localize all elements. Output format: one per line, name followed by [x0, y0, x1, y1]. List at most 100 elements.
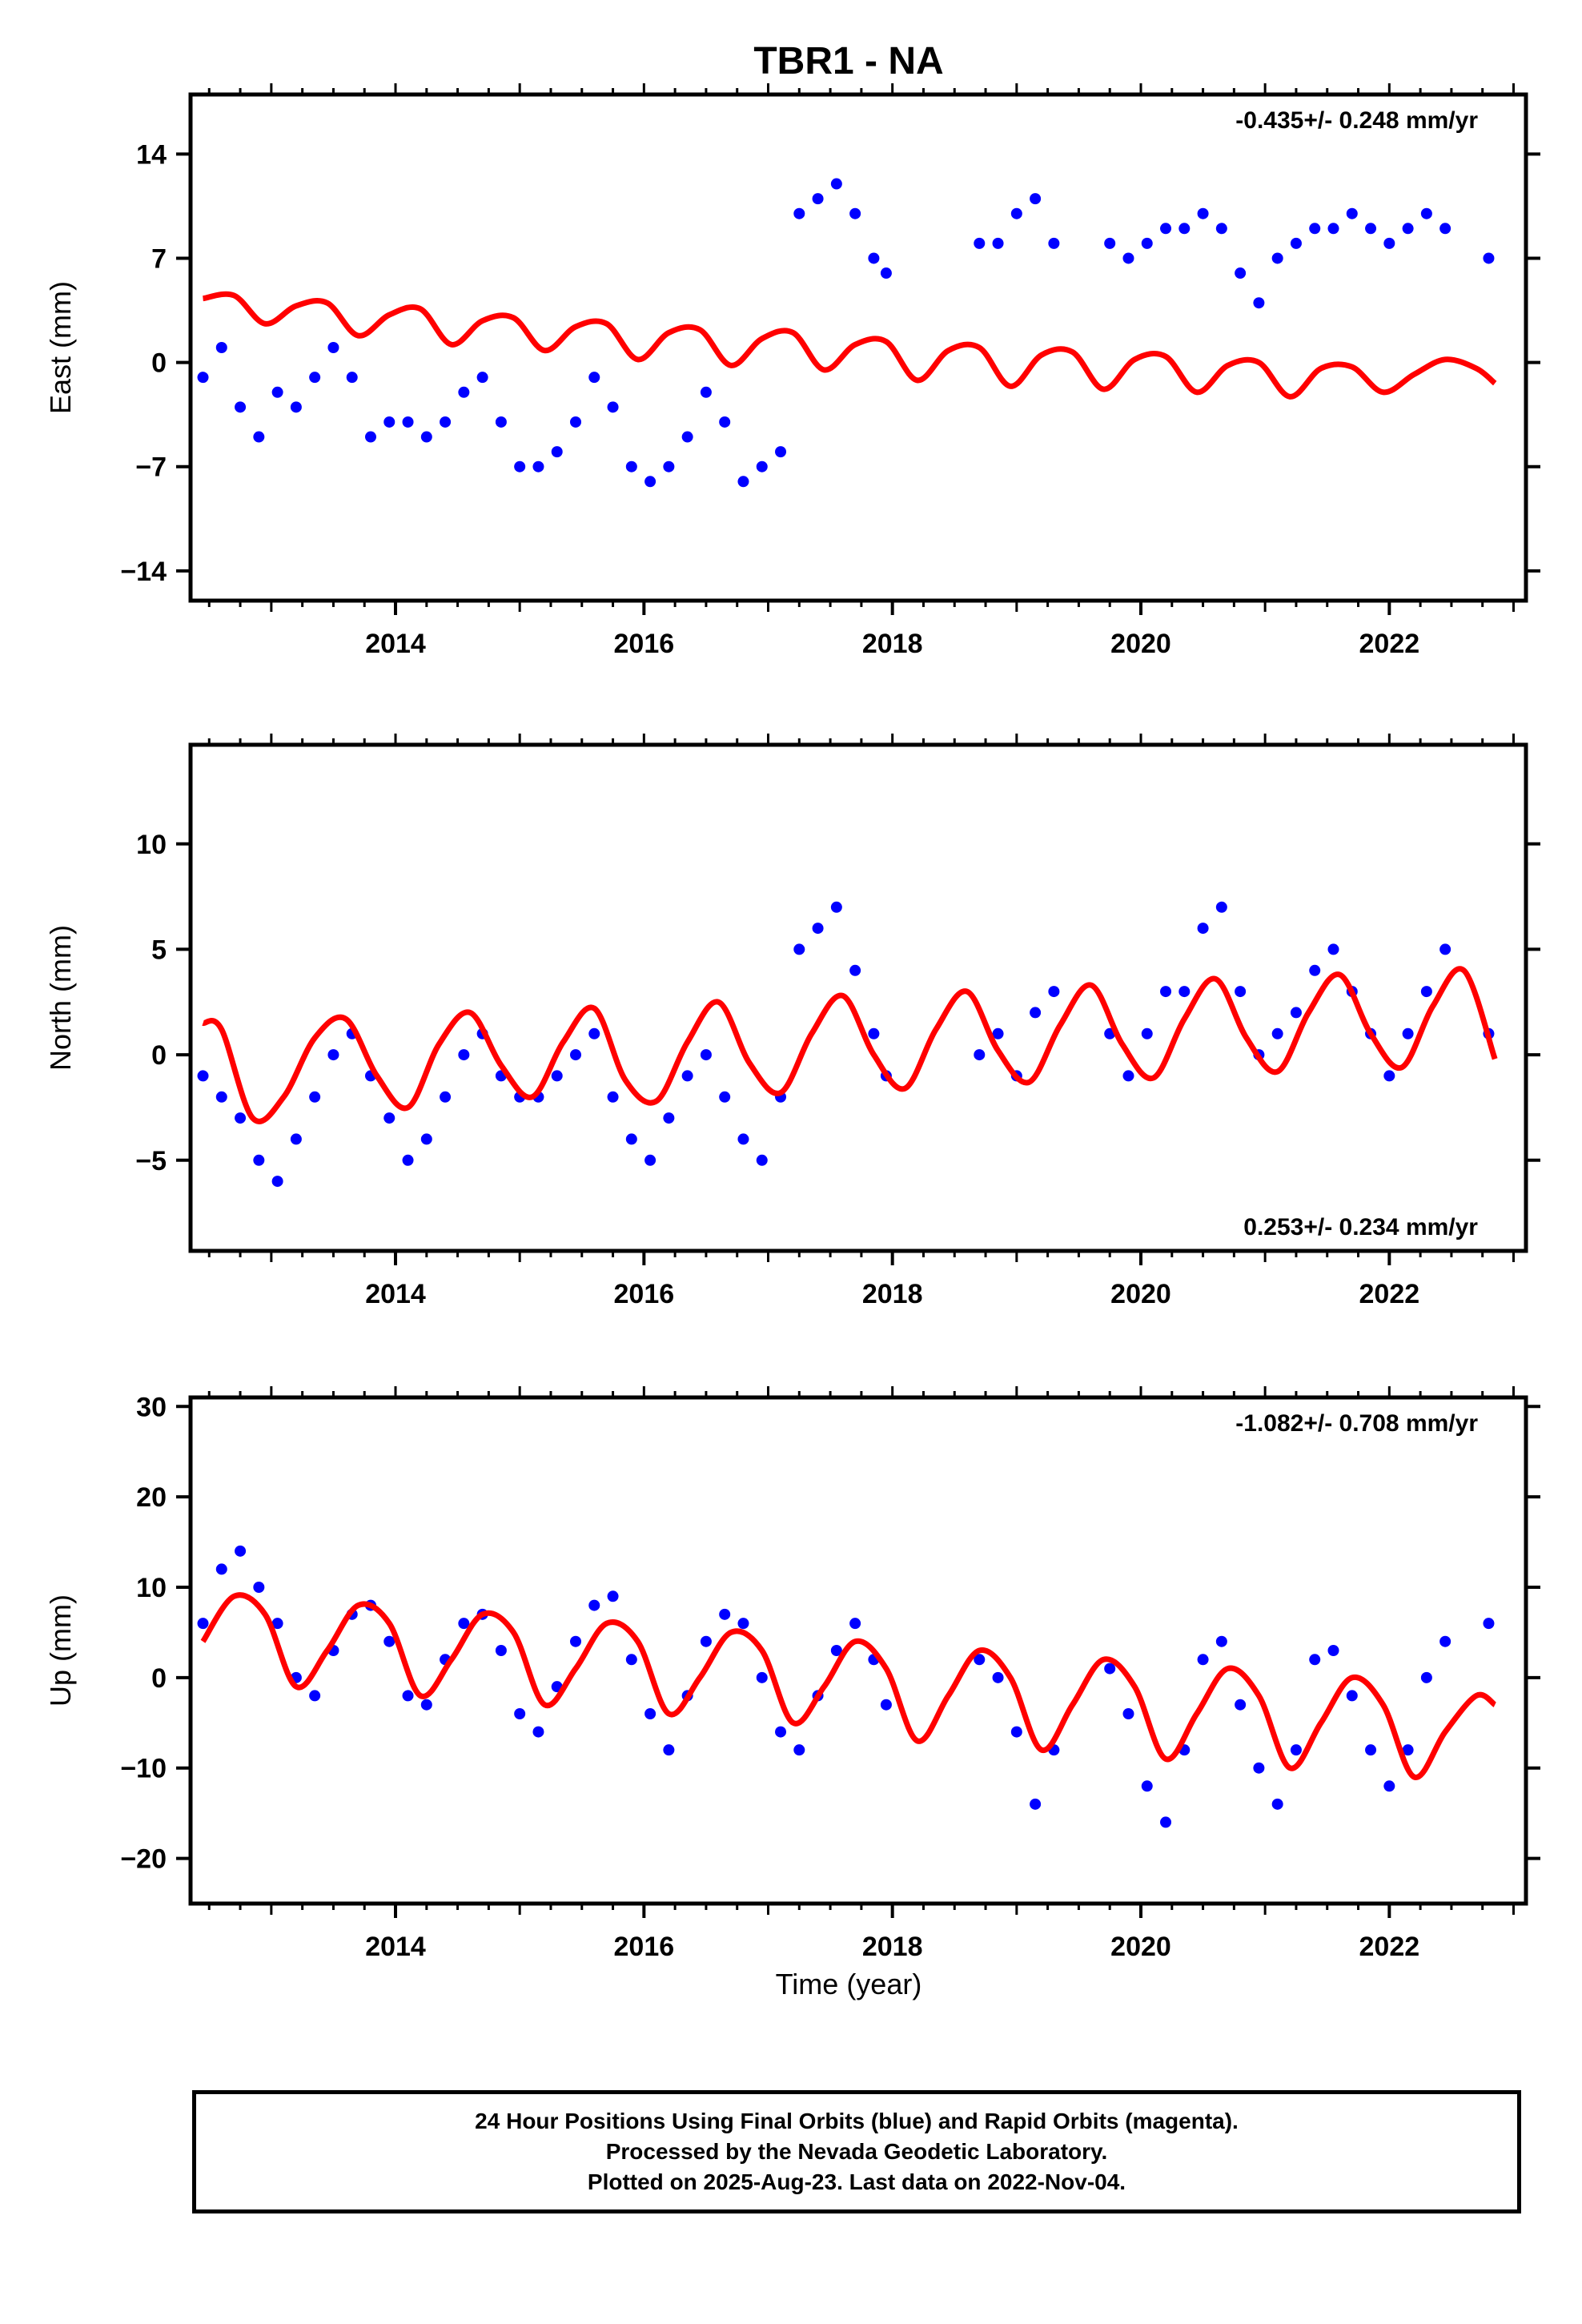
- y-tick-label: 0: [151, 1040, 167, 1071]
- data-point: [1271, 1027, 1283, 1039]
- data-point: [215, 342, 227, 353]
- data-point: [625, 460, 637, 472]
- data-point: [570, 1635, 582, 1647]
- data-point: [215, 1563, 227, 1575]
- data-point: [551, 446, 563, 458]
- data-point: [700, 1635, 712, 1647]
- data-point: [663, 1112, 675, 1124]
- panel-east: 2014 2016 2018 2020 2022 14 7 0 −7 −14 East (mm) -0…: [44, 83, 1540, 659]
- x-tick-label: 2018: [862, 1932, 923, 1962]
- data-point: [1141, 1027, 1153, 1039]
- data-point: [1048, 237, 1060, 249]
- data-point: [253, 1582, 265, 1593]
- data-point: [1309, 1654, 1321, 1666]
- data-point: [1178, 223, 1191, 235]
- y-tick-label: −20: [120, 1844, 167, 1875]
- data-point: [271, 1176, 283, 1188]
- data-point: [681, 1070, 693, 1082]
- x-tick-label: 2016: [614, 1279, 675, 1309]
- y-tick-label: 5: [151, 935, 167, 965]
- data-point: [1104, 1663, 1116, 1675]
- y-tick-label: −10: [120, 1754, 167, 1784]
- x-tick-label: 2018: [862, 629, 923, 659]
- data-point: [830, 178, 842, 190]
- y-tick-label: −14: [120, 557, 167, 587]
- data-point: [849, 207, 861, 219]
- data-point: [420, 1133, 432, 1145]
- data-point: [992, 1671, 1004, 1683]
- data-point: [1197, 923, 1209, 935]
- data-point: [719, 1091, 731, 1103]
- y-tick-label: 30: [136, 1392, 167, 1422]
- data-point: [737, 1618, 749, 1630]
- data-point: [1253, 297, 1265, 309]
- data-point: [830, 901, 842, 913]
- caption-line-1: 24 Hour Positions Using Final Orbits (bl…: [475, 2109, 1239, 2133]
- data-point: [402, 1690, 414, 1702]
- data-point: [1346, 207, 1358, 219]
- y-tick-label: 0: [151, 1663, 167, 1694]
- y-tick-label: 7: [151, 243, 167, 274]
- data-point: [1439, 1635, 1452, 1647]
- data-point: [880, 1699, 892, 1711]
- data-point: [1402, 1744, 1414, 1756]
- data-point: [588, 1027, 600, 1039]
- data-point: [290, 401, 302, 413]
- y-axis-label: Up (mm): [44, 1594, 77, 1707]
- data-point: [327, 1049, 339, 1061]
- data-point: [271, 1618, 283, 1630]
- data-point: [235, 1112, 247, 1124]
- data-point: [1122, 1070, 1134, 1082]
- data-point: [1327, 1645, 1339, 1656]
- data-point: [495, 1645, 507, 1656]
- data-point: [458, 1618, 470, 1630]
- data-point: [756, 1154, 768, 1166]
- data-point: [1178, 986, 1191, 998]
- x-tick-label: 2020: [1110, 629, 1171, 659]
- data-point: [868, 1027, 880, 1039]
- data-point: [309, 1091, 321, 1103]
- data-point: [514, 460, 526, 472]
- data-point: [290, 1133, 302, 1145]
- data-point: [1215, 901, 1227, 913]
- x-tick-label: 2022: [1359, 629, 1420, 659]
- data-point: [625, 1133, 637, 1145]
- data-point: [992, 1027, 1004, 1039]
- y-tick-label: 14: [136, 139, 167, 170]
- data-point: [1383, 1070, 1395, 1082]
- data-point: [309, 1690, 321, 1702]
- data-point: [458, 1049, 470, 1061]
- x-tick-label: 2018: [862, 1279, 923, 1309]
- model-fit-line: [202, 966, 1498, 1124]
- data-point: [1365, 223, 1377, 235]
- data-point: [1483, 1618, 1495, 1630]
- data-point: [588, 372, 600, 384]
- data-point: [1420, 986, 1432, 998]
- x-tick-label: 2014: [365, 1279, 426, 1309]
- x-tick-label: 2014: [365, 1932, 426, 1962]
- x-tick-label: 2022: [1359, 1932, 1420, 1962]
- caption-line-2: Processed by the Nevada Geodetic Laborat…: [605, 2139, 1108, 2164]
- data-point: [1365, 1744, 1377, 1756]
- data-point: [1197, 207, 1209, 219]
- data-point: [1160, 223, 1172, 235]
- data-point: [327, 342, 339, 353]
- plot-frame: [188, 742, 1528, 1253]
- data-point: [830, 1645, 842, 1656]
- data-point: [737, 1133, 749, 1145]
- data-point: [1235, 986, 1247, 998]
- data-point: [1383, 1780, 1395, 1792]
- data-point: [197, 372, 209, 384]
- data-point: [476, 372, 488, 384]
- data-point: [1030, 1007, 1042, 1019]
- data-point: [1290, 237, 1302, 249]
- data-point: [974, 1654, 986, 1666]
- data-point: [309, 372, 321, 384]
- data-point: [1439, 943, 1452, 955]
- rate-annotation: -0.435+/- 0.248 mm/yr: [1235, 107, 1478, 134]
- x-tick-label: 2016: [614, 1932, 675, 1962]
- data-point: [570, 1049, 582, 1061]
- x-tick-label: 2022: [1359, 1279, 1420, 1309]
- data-point: [793, 1744, 805, 1756]
